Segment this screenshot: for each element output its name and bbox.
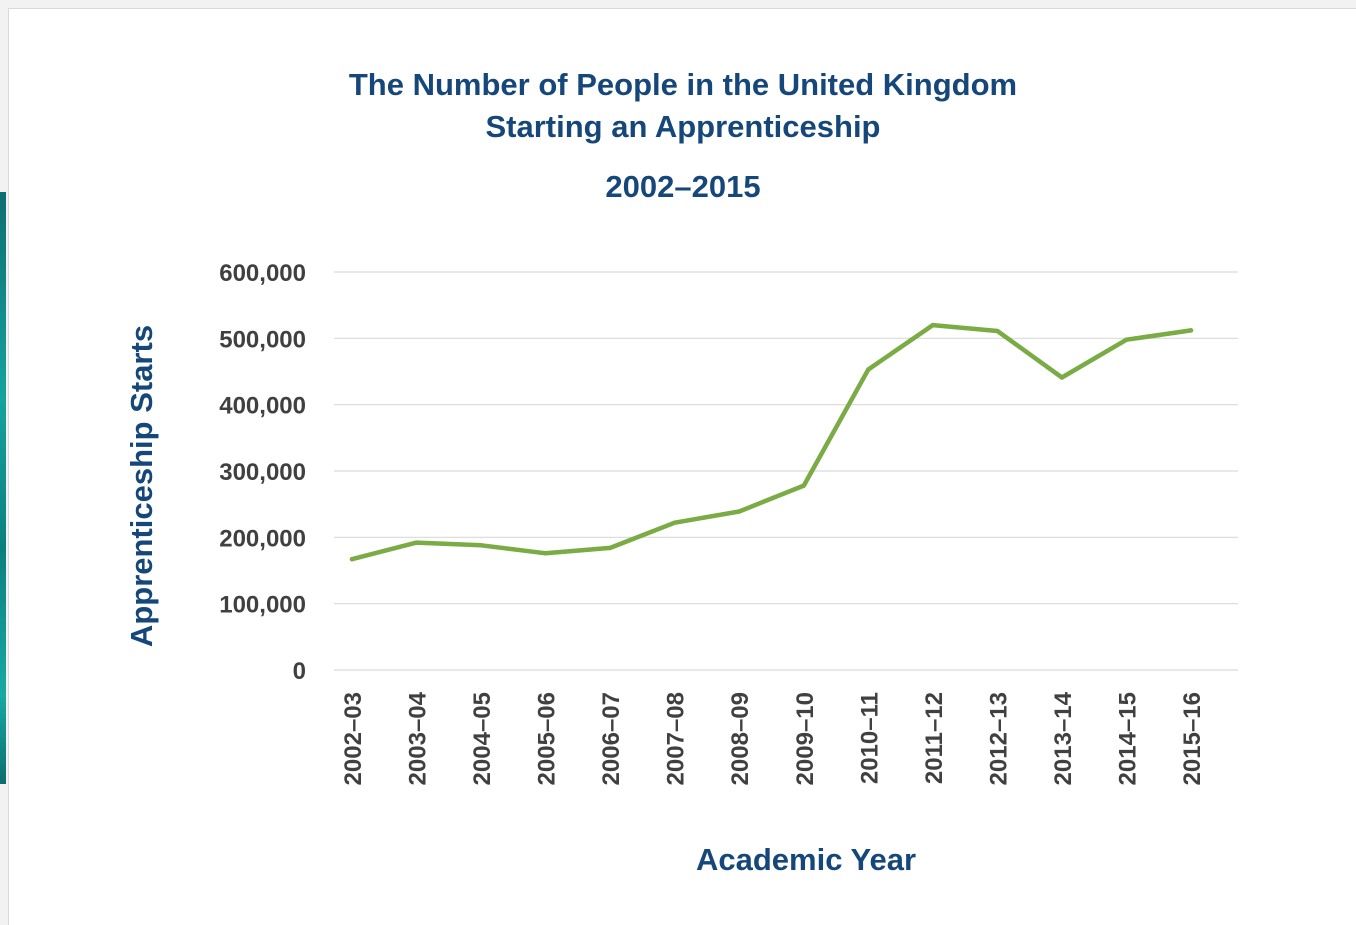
data-point xyxy=(478,543,484,548)
y-tick-label: 600,000 xyxy=(219,260,306,287)
gridlines xyxy=(334,271,1238,671)
data-point xyxy=(995,328,1000,334)
data-point xyxy=(930,322,936,328)
data-point xyxy=(414,540,419,545)
series-layer xyxy=(349,322,1194,562)
decorative-side-strip xyxy=(0,192,6,784)
data-point xyxy=(543,551,548,556)
x-tick-label: 2010–11 xyxy=(856,692,883,784)
data-point xyxy=(737,509,742,514)
x-tick-label: 2008–09 xyxy=(727,692,754,785)
x-tick-label: 2012–13 xyxy=(985,692,1012,785)
data-point xyxy=(1059,375,1065,380)
data-point xyxy=(607,545,613,551)
x-tick-label: 2006–07 xyxy=(598,692,625,785)
y-axis-title: Apprenticeship Starts xyxy=(124,325,159,647)
x-tick-label: 2002–03 xyxy=(340,692,367,785)
x-tick-label: 2014–15 xyxy=(1114,692,1141,785)
chart-frame xyxy=(8,8,1356,925)
data-point xyxy=(801,483,806,488)
x-tick-label: 2013–14 xyxy=(1050,691,1077,785)
data-point xyxy=(1124,337,1129,342)
y-tick-label: 400,000 xyxy=(219,393,306,420)
data-point xyxy=(672,520,677,525)
y-axis-ticks: 0 100,000 200,000 300,000 400,000 500,000 600,… xyxy=(219,260,306,685)
data-point xyxy=(866,367,871,372)
y-tick-label: 500,000 xyxy=(219,326,306,353)
y-tick-label: 0 xyxy=(293,658,306,685)
series-line xyxy=(349,322,1194,562)
x-tick-label: 2011–12 xyxy=(921,692,948,784)
y-tick-label: 200,000 xyxy=(219,525,306,552)
chart-title: The Number of People in the United Kingd… xyxy=(348,67,1018,102)
x-axis-ticks: 2002–03 2003–04 2004–05 2005–06 2006–07 2007–… xyxy=(340,691,1206,785)
x-tick-label: 2003–04 xyxy=(405,691,432,785)
x-tick-label: 2009–10 xyxy=(792,692,819,785)
y-tick-label: 300,000 xyxy=(219,459,306,486)
chart-title-line-2: Starting an Apprenticeship xyxy=(485,109,881,144)
data-point xyxy=(349,557,355,562)
x-tick-label: 2004–05 xyxy=(469,692,496,785)
y-tick-label: 100,000 xyxy=(219,592,306,619)
chart-subtitle: 2002–2015 xyxy=(605,169,761,204)
x-axis-title: Academic Year xyxy=(696,842,916,877)
data-point xyxy=(1188,328,1194,333)
x-tick-label: 2015–16 xyxy=(1179,692,1206,785)
x-tick-label: 2005–06 xyxy=(534,692,561,785)
x-tick-label: 2007–08 xyxy=(663,692,690,785)
